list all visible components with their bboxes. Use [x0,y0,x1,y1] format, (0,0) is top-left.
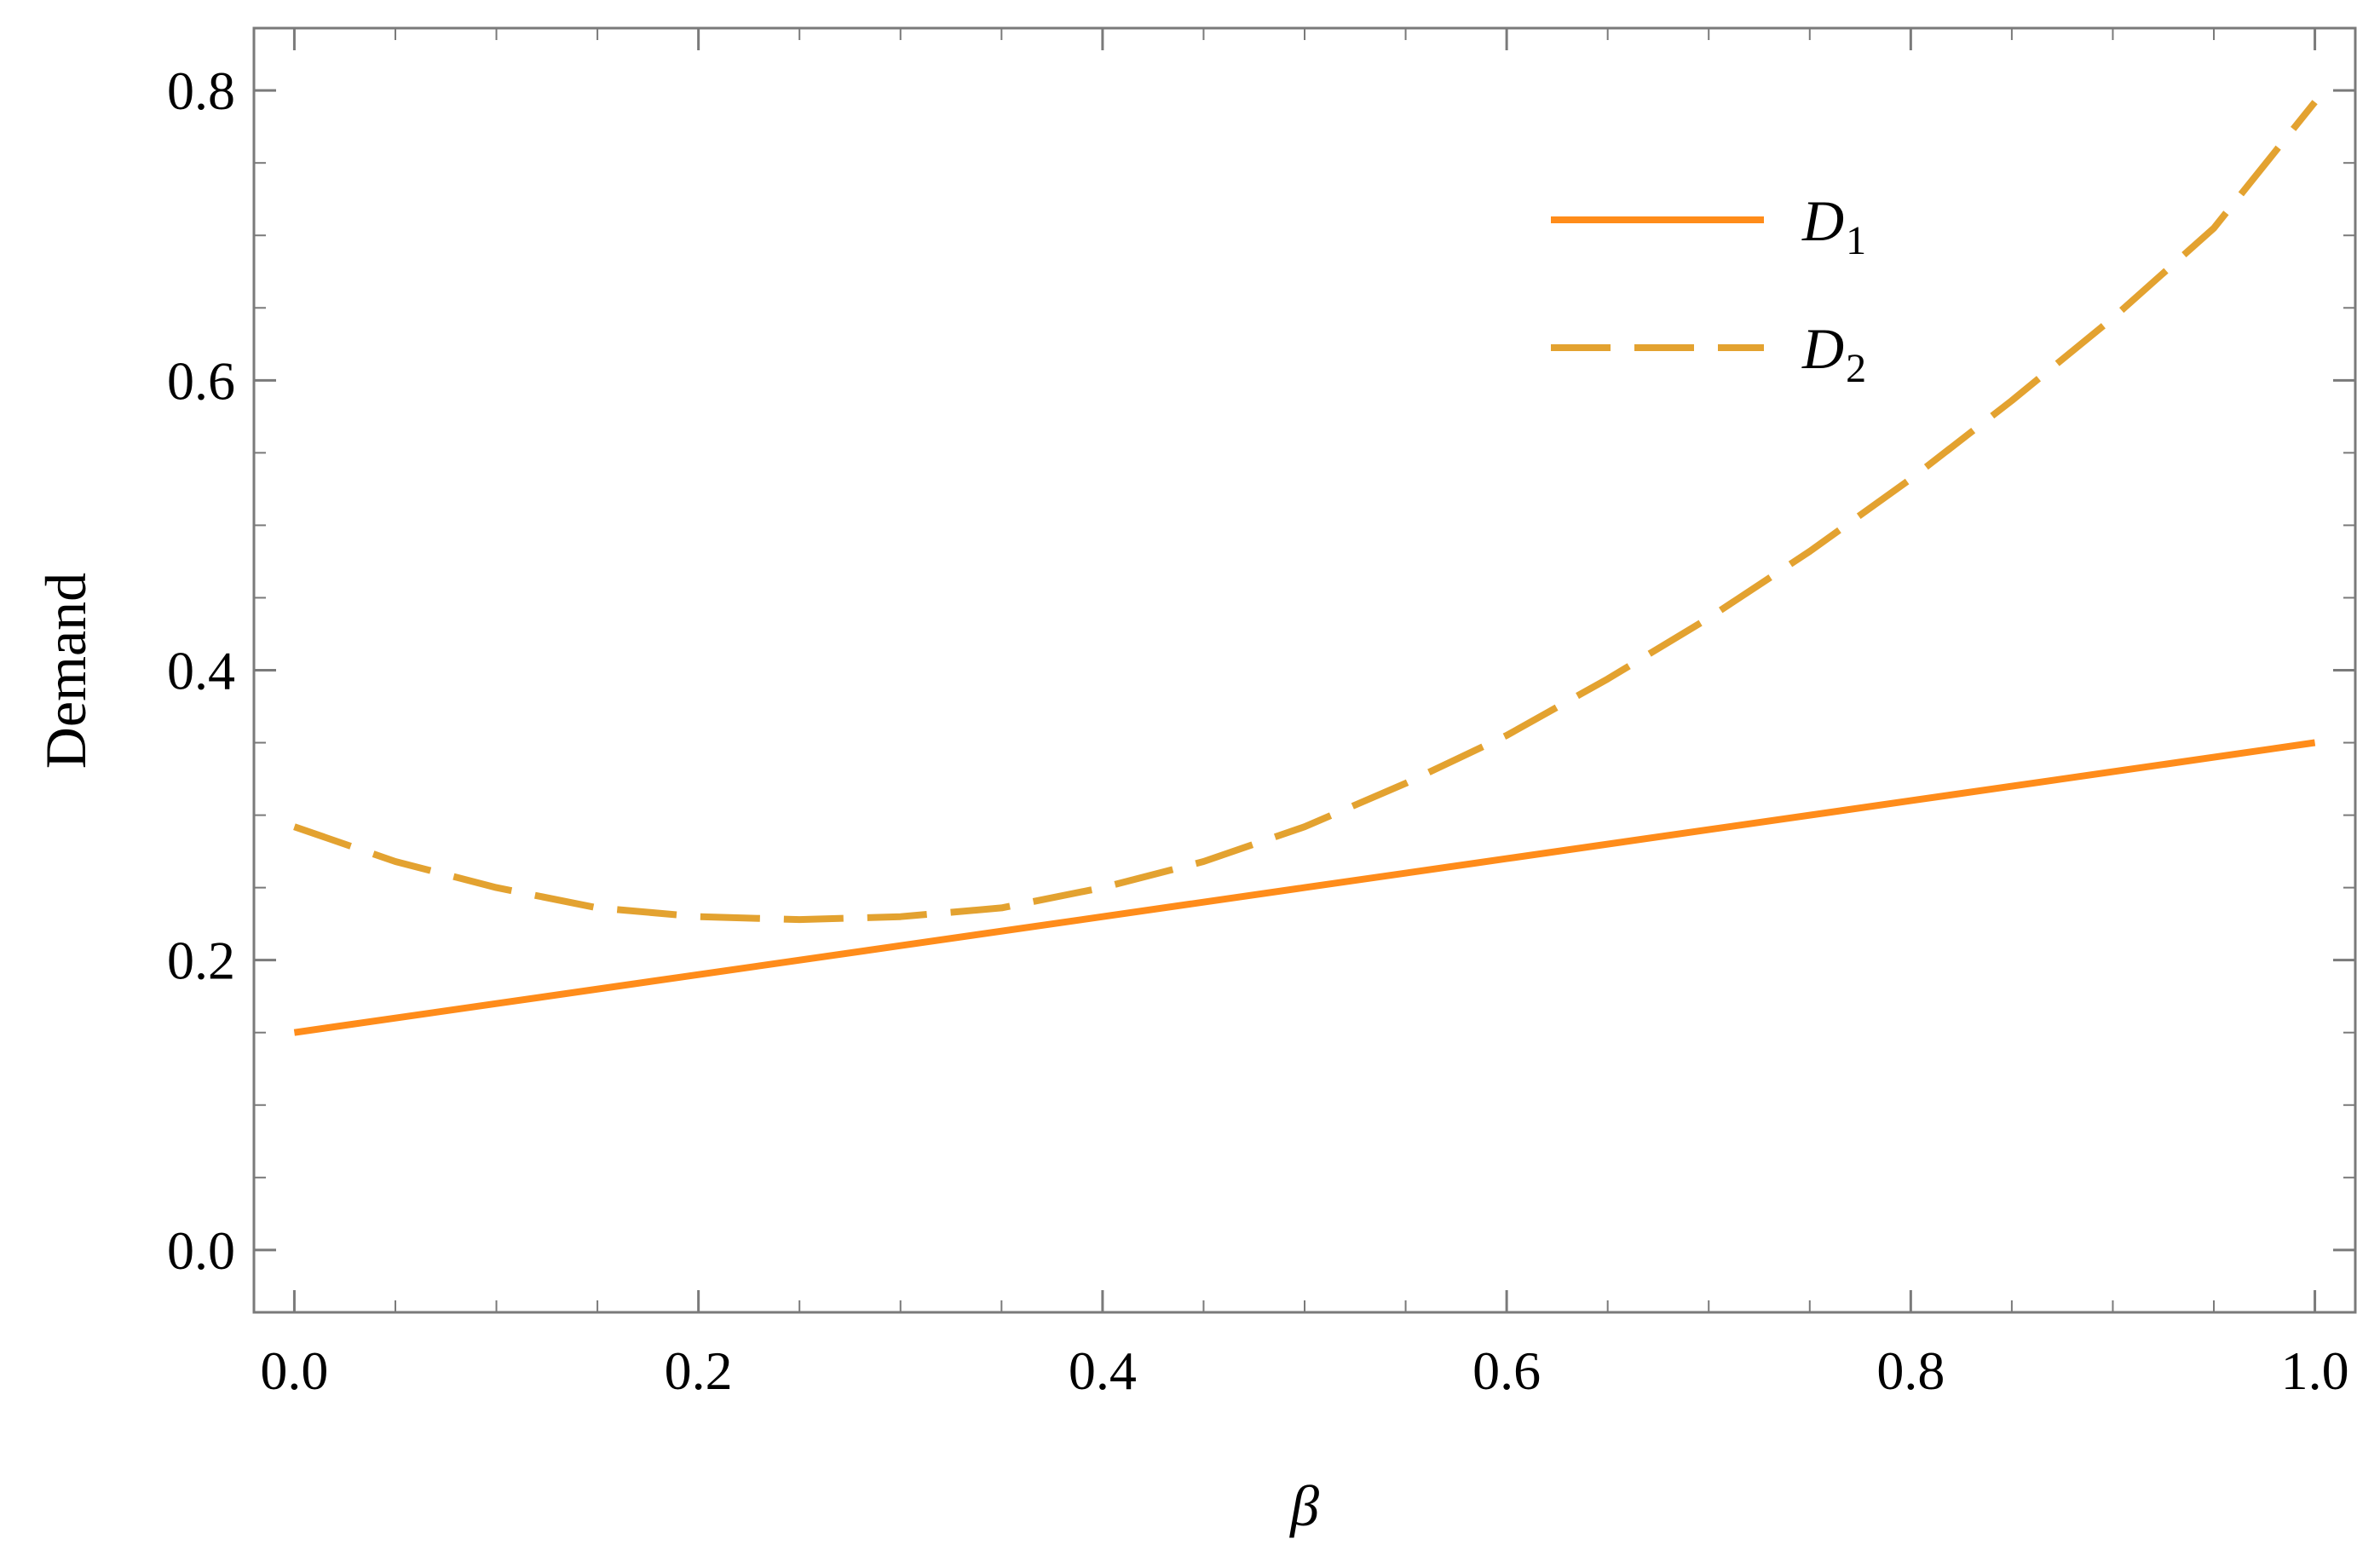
legend-label-main: D [1801,316,1844,381]
tick-labels: 0.0 0.2 0.4 0.6 0.8 1.0 0.0 0.2 0.4 0.6 0.8 [167,61,2349,1401]
series-line-2 [293,100,2318,924]
x-tick-label: 0.8 [1876,1340,1945,1401]
x-axis-label: β [1288,1473,1319,1538]
x-tick-label: 0.2 [665,1340,733,1401]
series-line-1 [293,739,2316,1036]
legend-label-subscript: 1 [1846,218,1866,263]
y-tick-label: 0.6 [167,350,235,411]
y-tick-label: 0.4 [167,641,235,701]
y-axis-label: Demand [33,573,98,769]
tick-marks [254,28,2355,1312]
legend-label-subscript: 2 [1846,346,1866,391]
x-tick-label: 0.6 [1472,1340,1541,1401]
plot-frame [252,26,2357,1314]
legend-label-1: D1 [1801,188,1866,263]
series-lines [293,100,2318,1036]
legend-label-main: D [1801,188,1844,253]
x-tick-label: 0.4 [1069,1340,1137,1401]
y-tick-label: 0.0 [167,1220,235,1281]
y-tick-label: 0.8 [167,61,235,121]
x-tick-label: 0.0 [260,1340,328,1401]
x-tick-label: 1.0 [2281,1340,2349,1401]
legend-label-2: D2 [1801,316,1866,391]
y-tick-label: 0.2 [167,931,235,991]
